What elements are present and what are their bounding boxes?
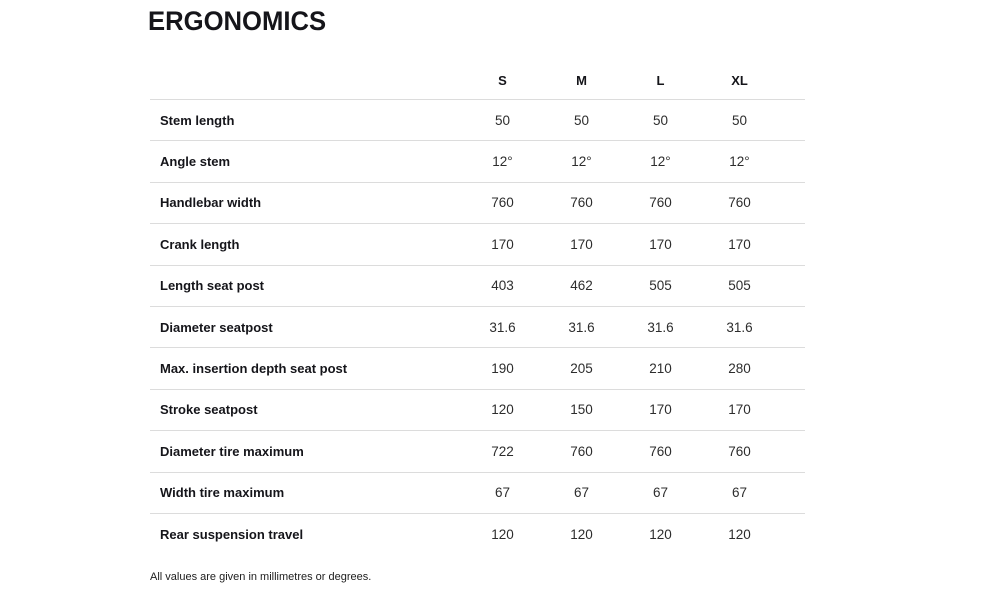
- cell-value: 760: [649, 443, 672, 459]
- cell-value: 12°: [571, 154, 592, 170]
- row-label: Handlebar width: [160, 195, 262, 211]
- cell-value: 170: [728, 402, 751, 418]
- cell-value: 120: [491, 527, 514, 543]
- cell-value: 170: [649, 236, 672, 252]
- page-title: ERGONOMICS: [148, 6, 327, 36]
- row-label: Diameter tire maximum: [160, 443, 304, 459]
- cell-value: 120: [491, 402, 514, 418]
- cell-value: 722: [491, 443, 514, 459]
- column-header-m: M: [576, 73, 587, 88]
- cell-value: 205: [570, 361, 593, 377]
- cell-value: 50: [652, 112, 669, 128]
- table-row: Max. insertion depth seat post 190 205 210 2…: [150, 348, 805, 390]
- table-row: Width tire maximum 67 67 67 67: [150, 473, 805, 514]
- table-row: Crank length 170 170 170 170: [150, 224, 805, 266]
- cell-value: 12°: [650, 154, 671, 170]
- cell-value: 67: [731, 485, 748, 501]
- cell-value: 190: [491, 361, 514, 377]
- table-row: Rear suspension travel 120 120 120 120: [150, 514, 805, 555]
- cell-value: 67: [652, 485, 669, 501]
- cell-value: 403: [491, 278, 514, 294]
- row-label: Width tire maximum: [160, 485, 285, 501]
- cell-value: 170: [570, 236, 593, 252]
- column-header-s: S: [498, 73, 507, 88]
- row-label: Max. insertion depth seat post: [160, 361, 348, 377]
- table-row: Length seat post 403 462 505 505: [150, 266, 805, 307]
- column-header-xl: XL: [731, 73, 748, 88]
- table-row: Stroke seatpost 120 150 170 170: [150, 390, 805, 432]
- row-label: Rear suspension travel: [160, 527, 304, 543]
- row-label: Stroke seatpost: [160, 402, 258, 418]
- cell-value: 505: [728, 278, 751, 294]
- cell-value: 50: [731, 112, 748, 128]
- cell-value: 170: [649, 402, 672, 418]
- cell-value: 50: [573, 112, 590, 128]
- cell-value: 170: [728, 236, 751, 252]
- table-row: Stem length 50 50 50 50: [150, 100, 805, 142]
- cell-value: 12°: [492, 154, 513, 170]
- cell-value: 67: [573, 485, 590, 501]
- cell-value: 31.6: [647, 319, 674, 335]
- table-header-row: S M L XL: [150, 62, 805, 100]
- cell-value: 31.6: [489, 319, 516, 335]
- cell-value: 120: [570, 527, 593, 543]
- table-body: Stem length 50 50 50 50 Angle stem 12° 12° 12° 12…: [150, 100, 805, 555]
- cell-value: 150: [570, 402, 593, 418]
- cell-value: 760: [649, 195, 672, 211]
- table-row: Angle stem 12° 12° 12° 12°: [150, 141, 805, 183]
- cell-value: 760: [570, 195, 593, 211]
- cell-value: 760: [728, 195, 751, 211]
- cell-value: 50: [494, 112, 511, 128]
- row-label: Angle stem: [160, 154, 231, 170]
- cell-value: 760: [728, 443, 751, 459]
- ergonomics-spec-table: S M L XL Stem length 50 50 50 50 Angle stem 12° 12…: [150, 62, 805, 555]
- row-label: Diameter seatpost: [160, 319, 273, 335]
- cell-value: 462: [570, 278, 593, 294]
- cell-value: 210: [649, 361, 672, 377]
- cell-value: 120: [728, 527, 751, 543]
- cell-value: 67: [494, 485, 511, 501]
- row-label: Crank length: [160, 236, 240, 252]
- cell-value: 12°: [729, 154, 750, 170]
- cell-value: 31.6: [726, 319, 753, 335]
- table-row: Diameter seatpost 31.6 31.6 31.6 31.6: [150, 307, 805, 349]
- units-footnote: All values are given in millimetres or d…: [150, 571, 372, 583]
- row-label: Stem length: [160, 112, 235, 128]
- column-header-l: L: [656, 73, 665, 88]
- cell-value: 505: [649, 278, 672, 294]
- cell-value: 760: [570, 443, 593, 459]
- cell-value: 31.6: [568, 319, 595, 335]
- cell-value: 280: [728, 361, 751, 377]
- cell-value: 170: [491, 236, 514, 252]
- row-label: Length seat post: [160, 278, 265, 294]
- cell-value: 120: [649, 527, 672, 543]
- table-row: Handlebar width 760 760 760 760: [150, 183, 805, 225]
- cell-value: 760: [491, 195, 514, 211]
- table-row: Diameter tire maximum 722 760 760 760: [150, 431, 805, 473]
